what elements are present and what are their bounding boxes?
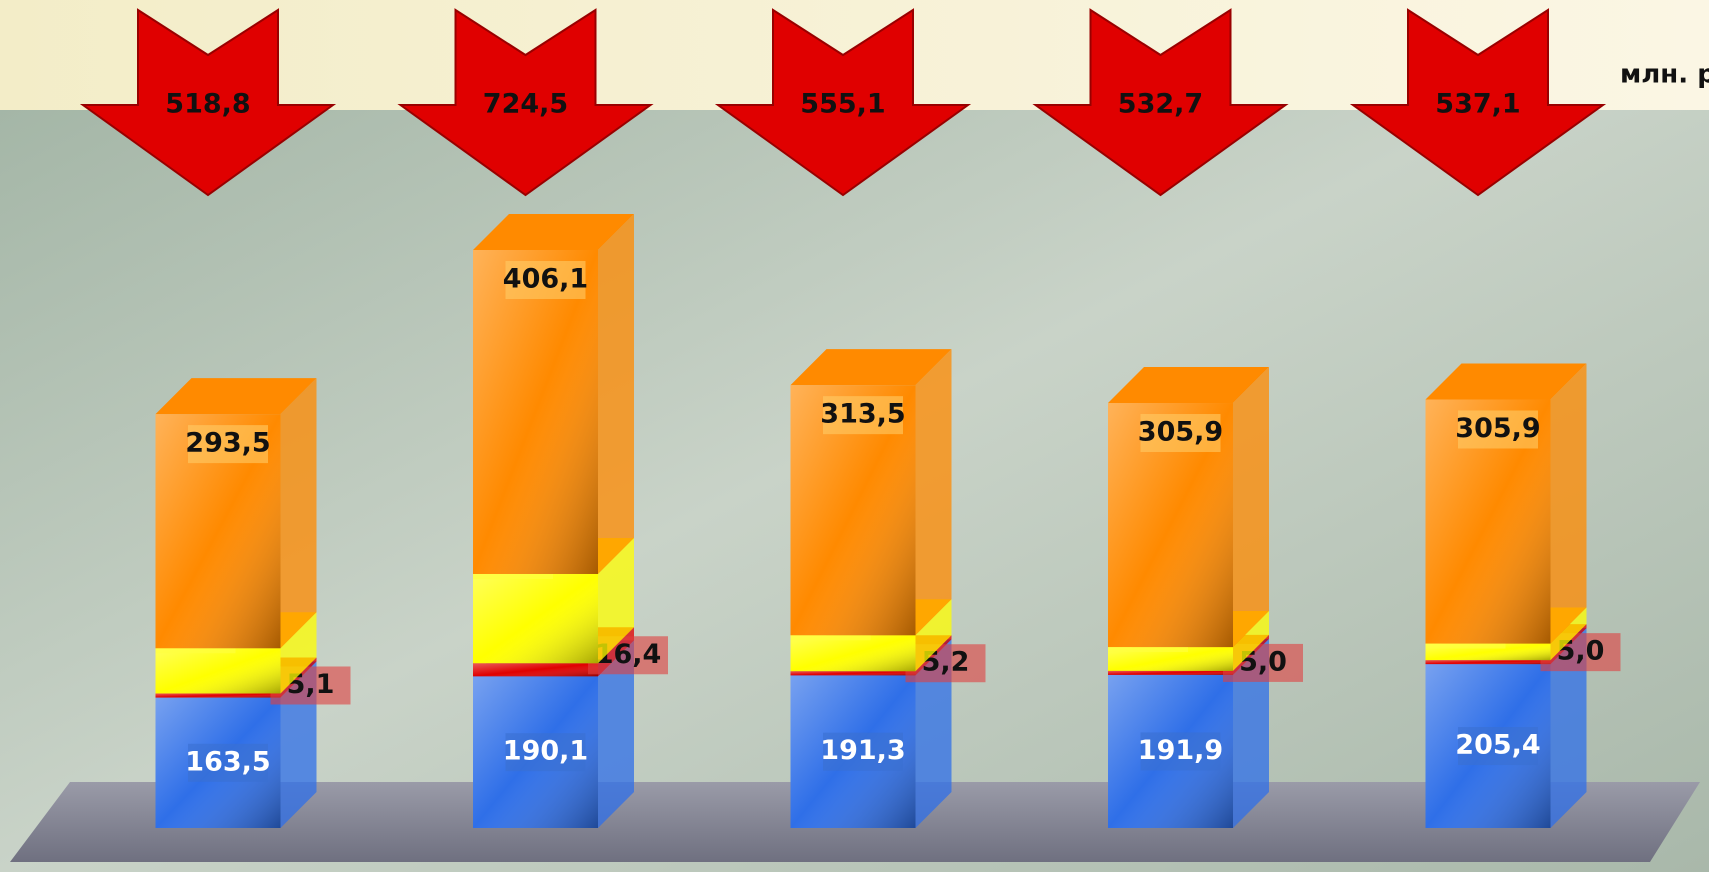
label-box	[1140, 732, 1221, 771]
total-arrow	[714, 8, 972, 197]
total-label: 537,1	[1435, 89, 1520, 120]
bar-side	[915, 639, 952, 828]
total-arrow	[1349, 8, 1607, 197]
value-label: 191,3	[820, 735, 905, 766]
bar-shade	[155, 693, 281, 698]
bar-side	[280, 612, 317, 694]
bar-side	[1233, 638, 1269, 828]
bar-side	[1550, 628, 1587, 828]
bar-shade	[1425, 660, 1551, 665]
bar-top	[473, 214, 634, 250]
label-box	[823, 732, 903, 771]
total-label: 518,8	[165, 89, 250, 120]
bar-shade	[790, 671, 916, 676]
bar-top	[790, 349, 952, 386]
value-label: 293,5	[185, 428, 270, 459]
bar-shade	[473, 663, 598, 677]
label-box	[505, 261, 586, 299]
total-label: 532,7	[1118, 89, 1203, 120]
total-label: 724,5	[483, 89, 568, 120]
bar-side	[598, 640, 634, 828]
total-arrow	[79, 8, 337, 197]
bar-side	[915, 349, 952, 636]
label-box	[505, 733, 586, 772]
total-label: 555,1	[800, 89, 885, 120]
bar-side	[915, 599, 952, 672]
bar-shade	[473, 573, 598, 664]
bar-side	[1550, 363, 1587, 644]
bar-side	[280, 378, 317, 649]
bar-side	[1233, 367, 1269, 648]
value-label: 305,9	[1455, 413, 1540, 444]
bar-top	[1425, 363, 1587, 400]
bar-side	[1233, 611, 1269, 671]
label-box	[188, 743, 268, 782]
bar-top	[1108, 367, 1269, 404]
label-box	[188, 425, 268, 464]
label-box	[1458, 727, 1538, 766]
bar-shade	[1108, 670, 1233, 675]
bar-shade	[473, 250, 598, 574]
bar-top	[155, 378, 317, 415]
unit-label: млн. р	[1620, 60, 1709, 90]
label-box	[1458, 410, 1538, 449]
value-label: 313,5	[820, 399, 905, 430]
value-label: 205,4	[1455, 730, 1540, 761]
bar-shade	[1108, 647, 1233, 671]
bar-side	[1550, 607, 1587, 661]
value-label: 305,9	[1138, 417, 1223, 448]
value-label: 191,9	[1138, 735, 1223, 766]
value-label: 406,1	[503, 264, 588, 295]
total-arrow	[1032, 8, 1289, 197]
plot: 163,55,156,7293,5518,8190,116,4111,9406,…	[79, 8, 1621, 828]
bar-side	[598, 537, 634, 664]
bar-shade	[790, 635, 916, 672]
value-label: 163,5	[185, 746, 270, 777]
bar-shade	[155, 648, 281, 694]
label-box	[1140, 414, 1221, 453]
bar-side	[598, 214, 634, 574]
total-arrow	[397, 8, 654, 197]
value-label: 190,1	[503, 736, 588, 767]
label-box	[823, 396, 903, 435]
